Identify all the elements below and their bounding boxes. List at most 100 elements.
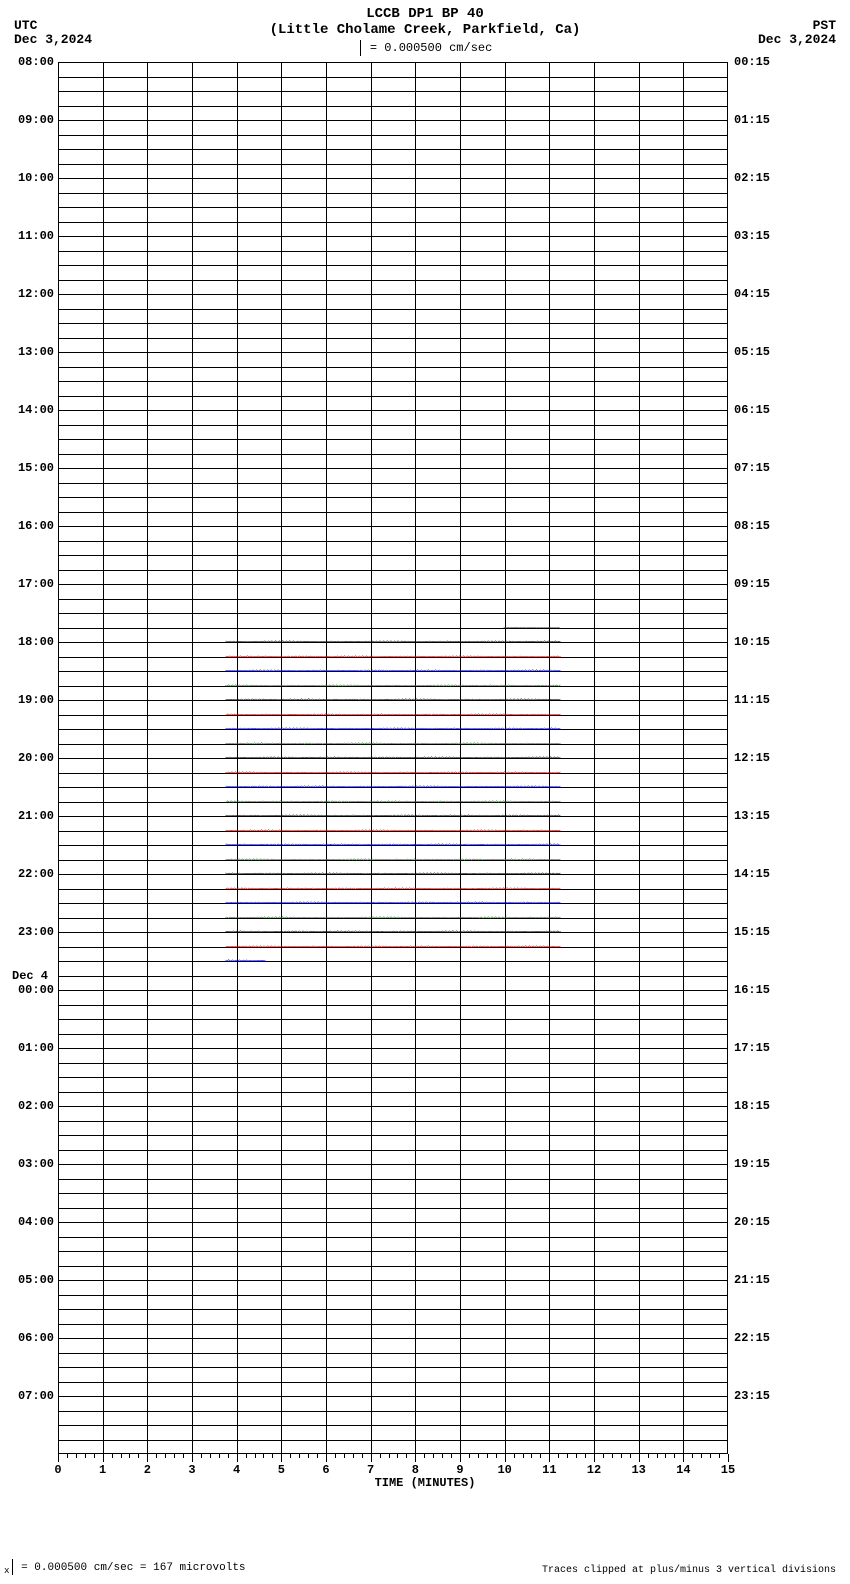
grid-row [59, 92, 727, 107]
pst-hour-label: 01:15 [734, 113, 770, 127]
scale-bar-icon [360, 40, 361, 56]
x-axis-tick-label: 4 [233, 1463, 240, 1477]
pst-hour-label: 23:15 [734, 1389, 770, 1403]
grid-row [59, 252, 727, 267]
grid-row [59, 1020, 727, 1035]
grid-row [59, 1368, 727, 1383]
x-axis-tick-label: 11 [542, 1463, 556, 1477]
x-axis-minor-tick [380, 1454, 381, 1458]
x-axis-tick-label: 3 [188, 1463, 195, 1477]
grid-row [59, 150, 727, 165]
pst-hour-label: 02:15 [734, 171, 770, 185]
pst-hour-label: 22:15 [734, 1331, 770, 1345]
x-axis-tick-label: 14 [676, 1463, 690, 1477]
grid-row [59, 1136, 727, 1151]
x-axis-major-tick [594, 1454, 595, 1462]
pst-hour-label: 09:15 [734, 577, 770, 591]
grid-row [59, 1412, 727, 1427]
x-axis-major-tick [58, 1454, 59, 1462]
utc-hour-label: 18:00 [10, 635, 54, 649]
utc-hour-label: 23:00 [10, 925, 54, 939]
x-axis-minor-tick [540, 1454, 541, 1458]
x-axis-minor-tick [621, 1454, 622, 1458]
x-axis-minor-tick [657, 1454, 658, 1458]
grid-row [59, 629, 727, 644]
utc-hour-label: 16:00 [10, 519, 54, 533]
utc-hour-label: 22:00 [10, 867, 54, 881]
x-axis-minor-tick [201, 1454, 202, 1458]
x-axis-minor-tick [263, 1454, 264, 1458]
x-axis-major-tick [549, 1454, 550, 1462]
pst-hour-label: 08:15 [734, 519, 770, 533]
x-axis-minor-tick [692, 1454, 693, 1458]
x-axis-major-tick [371, 1454, 372, 1462]
x-axis-minor-tick [85, 1454, 86, 1458]
footer-left-text: = 0.000500 cm/sec = 167 microvolts [15, 1562, 246, 1574]
grid-row [59, 1267, 727, 1282]
x-axis-major-tick [281, 1454, 282, 1462]
x-axis-minor-tick [406, 1454, 407, 1458]
grid-row [59, 527, 727, 542]
x-axis-minor-tick [317, 1454, 318, 1458]
grid-row [59, 1151, 727, 1166]
x-axis-minor-tick [299, 1454, 300, 1458]
grid-row [59, 1441, 727, 1456]
grid-row [59, 513, 727, 528]
pst-hour-label: 03:15 [734, 229, 770, 243]
x-axis-minor-tick [335, 1454, 336, 1458]
grid-row [59, 223, 727, 238]
x-axis-minor-tick [228, 1454, 229, 1458]
grid-row [59, 1006, 727, 1021]
x-axis-tick-label: 6 [322, 1463, 329, 1477]
grid-row [59, 1035, 727, 1050]
title-line-2: (Little Cholame Creek, Parkfield, Ca) [0, 22, 850, 38]
title-line-1: LCCB DP1 BP 40 [0, 6, 850, 22]
x-axis-minor-tick [308, 1454, 309, 1458]
grid-row [59, 774, 727, 789]
grid-row [59, 962, 727, 977]
x-axis-minor-tick [442, 1454, 443, 1458]
grid-row [59, 861, 727, 876]
grid-row [59, 353, 727, 368]
utc-hour-label: 07:00 [10, 1389, 54, 1403]
grid-row [59, 890, 727, 905]
pst-hour-label: 11:15 [734, 693, 770, 707]
grid-row [59, 208, 727, 223]
x-axis-major-tick [103, 1454, 104, 1462]
pst-hour-label: 00:15 [734, 55, 770, 69]
pst-hour-label: 16:15 [734, 983, 770, 997]
utc-hour-label: 20:00 [10, 751, 54, 765]
x-axis-minor-tick [138, 1454, 139, 1458]
utc-hour-label: 21:00 [10, 809, 54, 823]
grid-row [59, 426, 727, 441]
x-axis-minor-tick [701, 1454, 702, 1458]
x-axis-minor-tick [165, 1454, 166, 1458]
x-axis-minor-tick [558, 1454, 559, 1458]
grid-row [59, 397, 727, 412]
x-axis-minor-tick [67, 1454, 68, 1458]
grid-row [59, 382, 727, 397]
pst-hour-label: 04:15 [734, 287, 770, 301]
x-axis-tick-label: 10 [497, 1463, 511, 1477]
x-axis-minor-tick [469, 1454, 470, 1458]
utc-hour-label: 19:00 [10, 693, 54, 707]
utc-hour-label: 00:00 [10, 983, 54, 997]
date-left: Dec 3,2024 [14, 32, 92, 47]
grid-row [59, 875, 727, 890]
pst-hour-label: 20:15 [734, 1215, 770, 1229]
x-axis-minor-tick [576, 1454, 577, 1458]
x-axis-tick-label: 5 [278, 1463, 285, 1477]
x-axis-major-tick [505, 1454, 506, 1462]
grid-row [59, 295, 727, 310]
x-axis-minor-tick [210, 1454, 211, 1458]
grid-row [59, 904, 727, 919]
grid-row [59, 1223, 727, 1238]
grid-row [59, 948, 727, 963]
pst-hour-label: 17:15 [734, 1041, 770, 1055]
x-axis-minor-tick [362, 1454, 363, 1458]
grid-row [59, 78, 727, 93]
grid-row [59, 1325, 727, 1340]
x-axis-minor-tick [156, 1454, 157, 1458]
grid-row [59, 745, 727, 760]
scale-indicator: = 0.000500 cm/sec [0, 40, 850, 56]
